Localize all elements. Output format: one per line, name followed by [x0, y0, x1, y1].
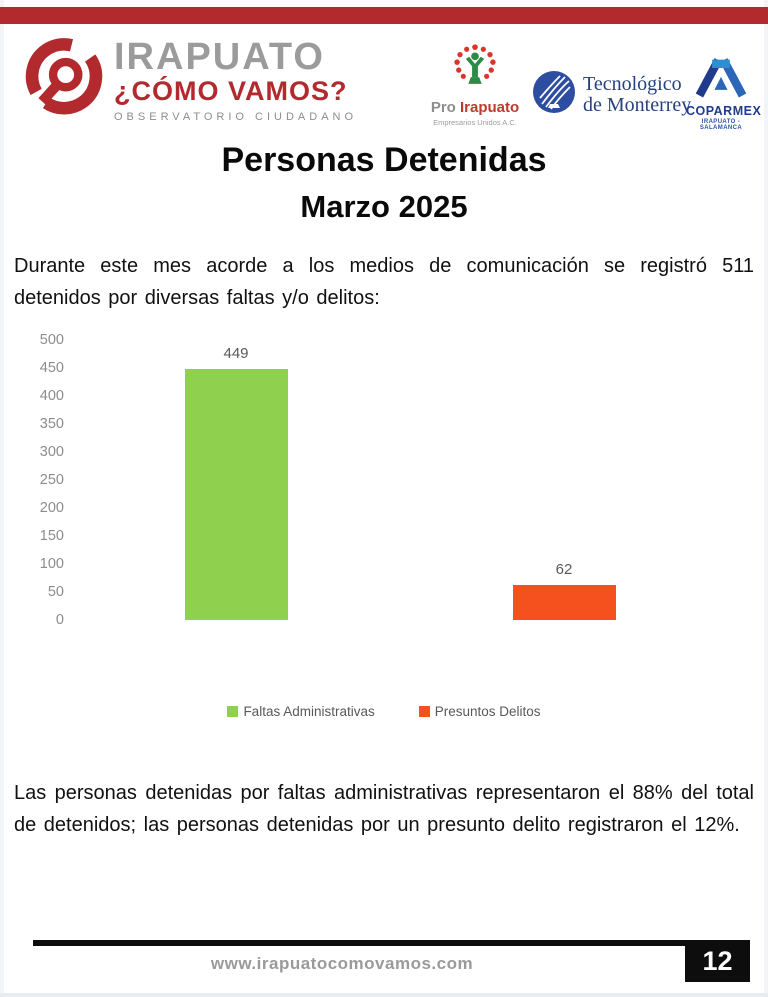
legend-swatch-icon [418, 706, 430, 717]
page-footer: 12 www.irapuatocomovamos.com [0, 938, 768, 997]
y-axis-tick-label: 50 [47, 584, 64, 600]
chart-legend: Faltas Administrativas Presuntos Delitos [0, 704, 768, 719]
tec-de-monterrey-text: Tecnológico de Monterrey [583, 72, 692, 116]
irapuato-tagline: OBSERVATORIO CIUDADANO [114, 111, 358, 124]
y-axis-tick-label: 450 [39, 360, 64, 376]
page-title: Personas Detenidas [221, 141, 547, 179]
intro-paragraph: Durante este mes acorde a los medios de … [14, 255, 754, 310]
legend-label: Faltas Administrativas [243, 704, 375, 719]
legend-item-faltas-administrativas: Faltas Administrativas [227, 704, 375, 719]
bar-faltas-administrativas [184, 368, 288, 620]
irapuato-emblem-icon [22, 36, 106, 125]
y-axis-tick-label: 250 [39, 472, 64, 488]
bar-value-label: 62 [555, 561, 573, 579]
y-axis-tick-label: 0 [55, 612, 64, 628]
legend-label: Presuntos Delitos [434, 704, 541, 719]
detained-persons-bar-chart: 500 450 400 350 300 250 200 150 100 50 0 449 62 [30, 332, 730, 628]
y-axis-tick-label: 300 [39, 444, 64, 460]
y-axis-tick-label: 200 [39, 500, 64, 516]
coparmex-logo: COPARMEX IRAPUATO - SALAMANCA [686, 52, 762, 131]
chart-plot-area: 449 62 [72, 332, 728, 620]
legend-item-presuntos-delitos: Presuntos Delitos [418, 704, 541, 719]
title-block: Personas Detenidas Marzo 2025 [0, 139, 768, 227]
irapuato-como-vamos-logo: IRAPUATO ¿CÓMO VAMOS? OBSERVATORIO CIUDA… [22, 36, 357, 125]
bar-presuntos-delitos [512, 585, 616, 620]
coparmex-tagline: IRAPUATO - SALAMANCA [699, 119, 743, 131]
chart-y-axis: 500 450 400 350 300 250 200 150 100 50 0 [30, 332, 64, 628]
pro-irapuato-tagline: Empresarios Unidos A.C. [433, 117, 517, 127]
y-axis-tick-label: 350 [39, 416, 64, 432]
irapuato-question: ¿CÓMO VAMOS? [114, 76, 348, 106]
irapuato-brand: IRAPUATO [114, 36, 325, 78]
conclusion-paragraph: Las personas detenidas por faltas admini… [14, 782, 754, 837]
header-logos: IRAPUATO ¿CÓMO VAMOS? OBSERVATORIO CIUDA… [0, 30, 768, 138]
pro-irapuato-icon [450, 44, 500, 98]
legend-swatch-icon [227, 706, 239, 717]
tec-de-monterrey-logo: Tecnológico de Monterrey [532, 70, 691, 119]
coparmex-icon [693, 58, 749, 102]
page-subtitle: Marzo 2025 [300, 188, 468, 224]
y-axis-tick-label: 500 [39, 332, 64, 348]
y-axis-tick-label: 100 [39, 556, 64, 572]
y-axis-tick-label: 150 [39, 528, 64, 544]
footer-website: www.irapuatocomovamos.com [210, 954, 474, 973]
y-axis-tick-label: 400 [39, 388, 64, 404]
top-accent-bar [0, 7, 768, 24]
pro-irapuato-logo: Pro Irapuato Empresarios Unidos A.C. [420, 42, 530, 127]
coparmex-name: COPARMEX [686, 104, 762, 118]
irapuato-logo-text: IRAPUATO ¿CÓMO VAMOS? OBSERVATORIO CIUDA… [114, 36, 357, 123]
pro-irapuato-name: Pro Irapuato [430, 99, 520, 116]
bar-value-label: 449 [223, 344, 249, 362]
footer-divider [33, 940, 685, 946]
tec-de-monterrey-icon [532, 70, 576, 119]
page-number-badge: 12 [685, 940, 750, 982]
